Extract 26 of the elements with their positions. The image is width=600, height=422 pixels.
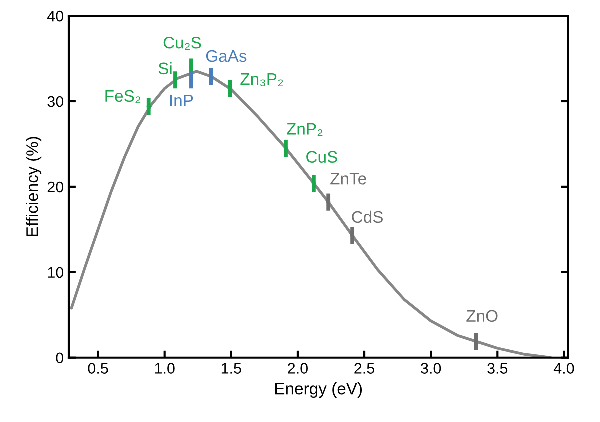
data-label: Cu₂S (164, 36, 202, 50)
x-tick-label: 3.0 (421, 363, 442, 374)
x-tick-label: 1.0 (155, 363, 175, 374)
data-label: Zn₃P₂ (240, 74, 284, 86)
x-axis-title: Energy (eV) (276, 382, 362, 398)
x-tick-label: 2.0 (288, 363, 308, 374)
y-tick-label: 40 (48, 10, 64, 22)
y-tick-label: 20 (48, 182, 64, 193)
y-tick-label: 30 (48, 96, 64, 108)
data-label: ZnTe (330, 173, 366, 185)
y-axis-title: Efficiency (%) (26, 137, 42, 236)
x-tick-label: 1.5 (222, 363, 242, 374)
x-tick-label: 2.5 (354, 363, 375, 374)
data-label: CuS (306, 151, 338, 163)
y-tick-label: 10 (48, 267, 64, 278)
data-label: Si (158, 62, 172, 75)
y-tick-label: 0 (56, 352, 64, 364)
data-label: FeS₂ (106, 90, 141, 104)
data-label: ZnO (466, 310, 498, 322)
x-tick-label: 3.5 (488, 363, 508, 374)
data-label: GaAs (206, 50, 247, 62)
x-tick-label: 0.5 (88, 363, 108, 374)
data-label: InP (170, 94, 194, 106)
data-label: CdS (352, 210, 383, 224)
x-tick-label: 4.0 (554, 363, 574, 374)
data-label: ZnP₂ (286, 123, 323, 136)
